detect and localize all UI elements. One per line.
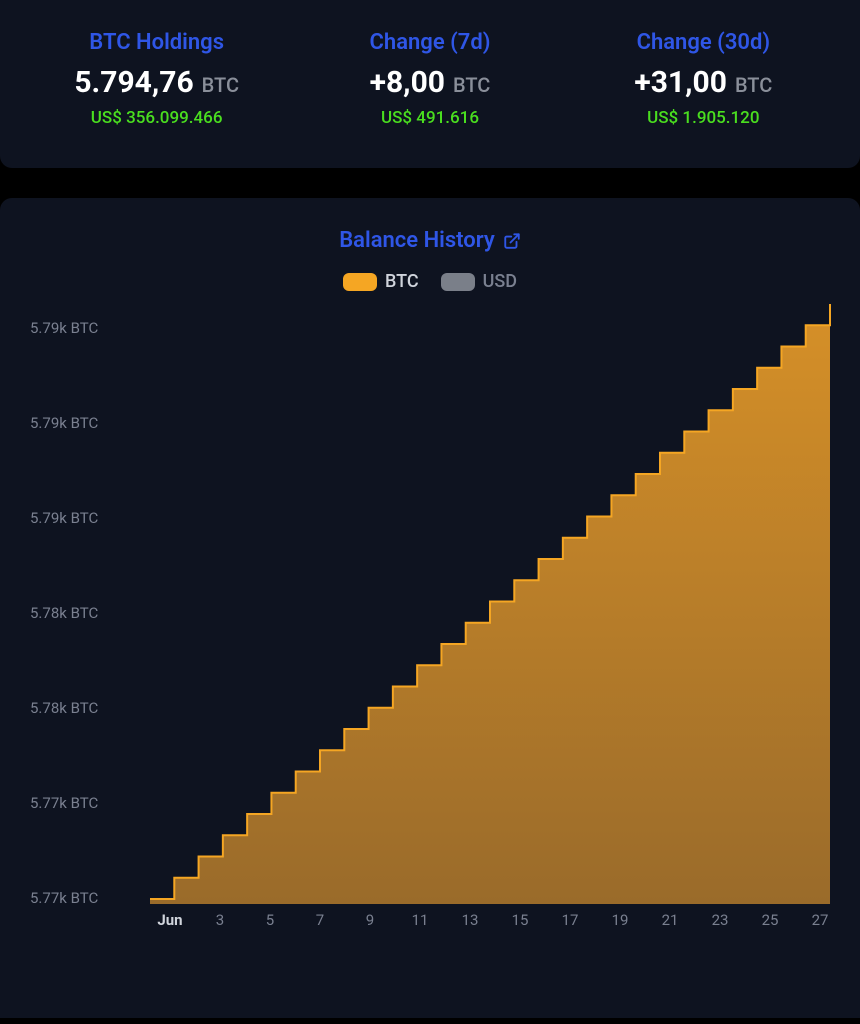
chart-title-row: Balance History [20,228,840,253]
stat-value-row: +8,00 BTC [370,65,491,100]
svg-text:5.77k BTC: 5.77k BTC [30,889,98,907]
legend-usd[interactable]: USD [441,271,517,292]
stat-unit: BTC [202,73,239,97]
stat-sub: US$ 491.616 [293,108,566,128]
legend-swatch-usd [441,273,475,291]
svg-text:21: 21 [662,911,679,929]
balance-history-link[interactable]: Balance History [339,228,521,253]
stat-title: Change (30d) [567,30,840,55]
stat-change-30d: Change (30d) +31,00 BTC US$ 1.905.120 [567,30,840,128]
svg-text:13: 13 [462,911,479,929]
svg-text:17: 17 [562,911,579,929]
svg-text:27: 27 [812,911,829,929]
chart-title-text: Balance History [339,228,495,253]
svg-text:11: 11 [412,911,429,929]
svg-text:15: 15 [512,911,529,929]
balance-chart: 5.77k BTC 5.77k BTC 5.78k BTC 5.78k BTC 5.79… [20,304,840,944]
svg-text:25: 25 [762,911,779,929]
external-link-icon [503,232,521,250]
legend-btc[interactable]: BTC [343,271,419,292]
stat-value-row: +31,00 BTC [634,65,772,100]
chart-area: 5.77k BTC 5.77k BTC 5.78k BTC 5.78k BTC 5.79… [20,304,840,944]
stat-sub: US$ 1.905.120 [567,108,840,128]
svg-text:7: 7 [316,911,324,929]
stat-holdings: BTC Holdings 5.794,76 BTC US$ 356.099.46… [20,30,293,128]
svg-text:5.79k BTC: 5.79k BTC [30,319,98,337]
stat-change-7d: Change (7d) +8,00 BTC US$ 491.616 [293,30,566,128]
svg-text:23: 23 [712,911,729,929]
stat-unit: BTC [735,73,772,97]
svg-text:Jun: Jun [157,911,182,929]
stats-panel: BTC Holdings 5.794,76 BTC US$ 356.099.46… [0,0,860,168]
svg-text:5.77k BTC: 5.77k BTC [30,794,98,812]
legend-label: BTC [385,271,419,292]
stat-value: +31,00 [634,65,727,100]
stat-title: BTC Holdings [20,30,293,55]
svg-text:5.78k BTC: 5.78k BTC [30,699,98,717]
legend-row: BTC USD [20,271,840,292]
stat-title: Change (7d) [293,30,566,55]
svg-text:5.79k BTC: 5.79k BTC [30,414,98,432]
stat-sub: US$ 356.099.466 [20,108,293,128]
chart-panel: Balance History BTC USD 5.77k [0,198,860,1018]
svg-text:5: 5 [266,911,274,929]
svg-text:5.79k BTC: 5.79k BTC [30,509,98,527]
stat-value-row: 5.794,76 BTC [74,65,239,100]
svg-text:3: 3 [216,911,224,929]
stat-value: +8,00 [370,65,445,100]
svg-text:5.78k BTC: 5.78k BTC [30,604,98,622]
svg-text:9: 9 [366,911,374,929]
stat-unit: BTC [453,73,490,97]
legend-swatch-btc [343,273,377,291]
legend-label: USD [483,271,517,292]
svg-text:19: 19 [612,911,629,929]
stat-value: 5.794,76 [74,65,193,100]
